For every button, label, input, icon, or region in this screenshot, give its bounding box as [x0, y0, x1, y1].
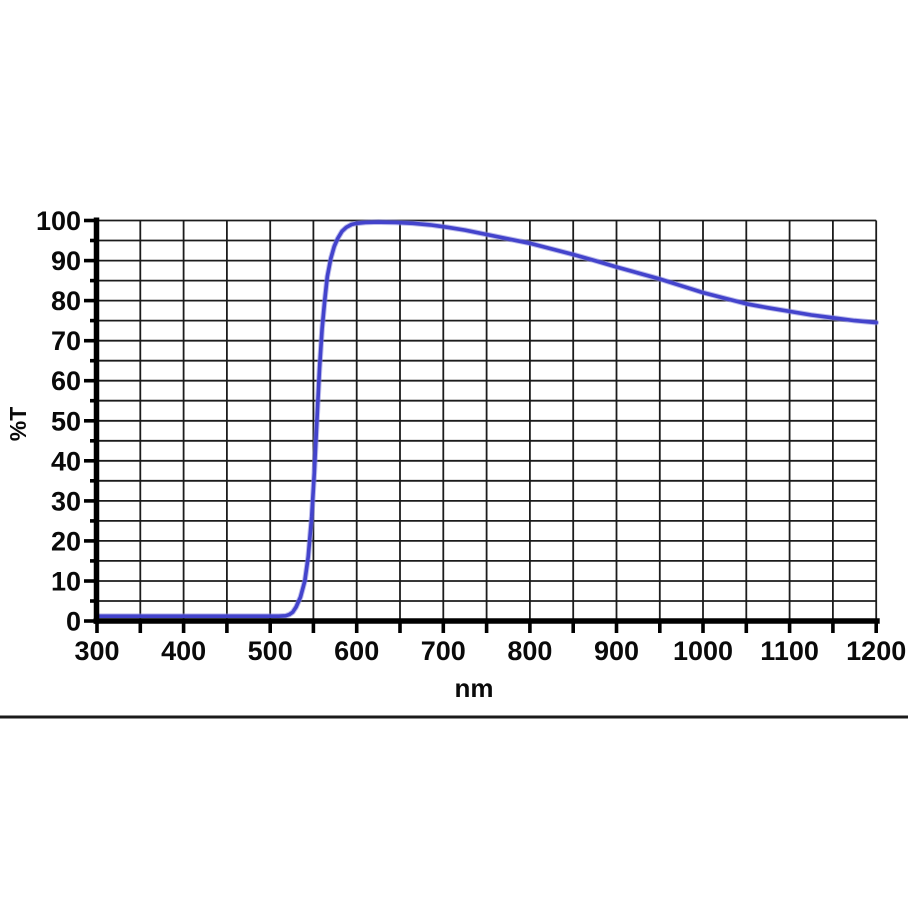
- gridlines: [96, 219, 878, 622]
- transmission-curve: [94, 219, 880, 620]
- y-axis-title: %T: [5, 407, 31, 442]
- y-tick-label: 100: [36, 206, 81, 236]
- x-axis-title: nm: [455, 673, 494, 703]
- axes-and-ticks: [84, 217, 880, 633]
- y-tick-label: 30: [51, 486, 81, 516]
- y-tick-label: 20: [51, 526, 81, 556]
- x-tick-label: 600: [334, 636, 379, 666]
- y-tick-label: 40: [51, 446, 81, 476]
- x-tick-label: 300: [74, 636, 119, 666]
- tick-labels: 300 400 500 600 700 800 900 1000 1100 1200 0 10 20 30…: [36, 206, 906, 666]
- x-tick-label: 1000: [673, 636, 733, 666]
- y-tick-label: 70: [51, 326, 81, 356]
- x-tick-label: 500: [248, 636, 293, 666]
- x-tick-label: 1200: [846, 636, 906, 666]
- y-tick-label: 80: [51, 286, 81, 316]
- x-tick-label: 700: [421, 636, 466, 666]
- x-tick-label: 400: [161, 636, 206, 666]
- y-tick-label: 90: [51, 246, 81, 276]
- x-tick-label: 800: [507, 636, 552, 666]
- x-tick-label: 1100: [760, 636, 819, 666]
- y-tick-label: 50: [51, 406, 81, 436]
- x-tick-label: 900: [594, 636, 639, 666]
- y-tick-label: 0: [66, 607, 81, 637]
- y-tick-label: 10: [51, 567, 81, 597]
- y-tick-label: 60: [51, 366, 81, 396]
